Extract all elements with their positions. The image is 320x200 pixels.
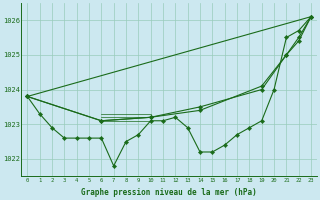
X-axis label: Graphe pression niveau de la mer (hPa): Graphe pression niveau de la mer (hPa): [81, 188, 257, 197]
